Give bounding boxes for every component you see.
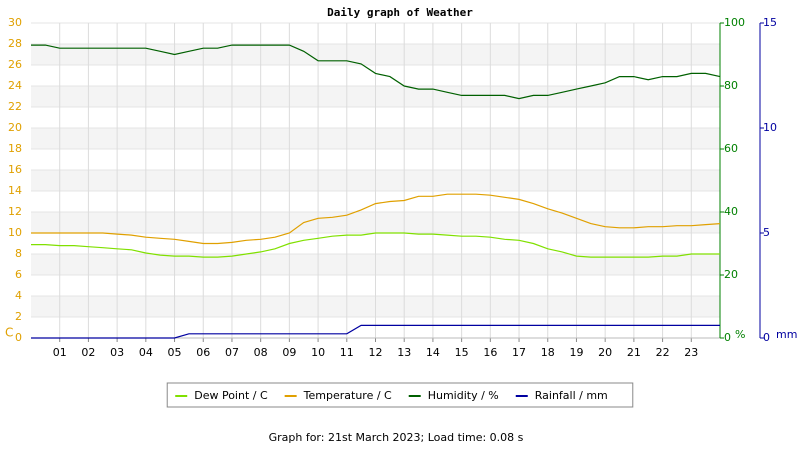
x-tick-label: 12 [369, 346, 383, 359]
x-tick-label: 18 [541, 346, 555, 359]
y-tick-label: 8 [15, 247, 22, 260]
series-line [31, 193, 721, 245]
y2-tick-label: 80 [724, 79, 738, 92]
legend: Dew Point / C Temperature / C Humidity / %… [166, 382, 634, 408]
x-tick-label: 03 [110, 346, 124, 359]
y-tick-label: 26 [8, 58, 22, 71]
y3-tick-label: 0 [763, 331, 770, 344]
x-tick-label: 21 [627, 346, 641, 359]
grid [31, 22, 720, 339]
y-tick-label: 4 [15, 289, 22, 302]
x-tick-label: 17 [512, 346, 526, 359]
y-tick-label: 12 [8, 205, 22, 218]
y3-tick-label: 10 [763, 121, 777, 134]
x-tick-label: 04 [139, 346, 153, 359]
series-line [31, 324, 720, 339]
y2-tick-label: 40 [724, 205, 738, 218]
x-tick-label: 19 [569, 346, 583, 359]
y3-axis-label: mm [776, 328, 797, 341]
x-tick-label: 07 [225, 346, 239, 359]
y-tick-label: 18 [8, 142, 22, 155]
x-tick-label: 23 [684, 346, 698, 359]
series-line [31, 232, 720, 258]
y2-axis-label: % [735, 328, 745, 341]
y-tick-label: 16 [8, 163, 22, 176]
y-tick-label: 30 [8, 16, 22, 29]
y-tick-label: 24 [8, 79, 22, 92]
x-tick-label: 06 [196, 346, 210, 359]
x-tick-label: 10 [311, 346, 325, 359]
y-tick-label: 10 [8, 226, 22, 239]
x-tick-label: 11 [340, 346, 354, 359]
chart-title: Daily graph of Weather [327, 6, 473, 19]
y-tick-label: 6 [15, 268, 22, 281]
legend-label: Rainfall / mm [535, 389, 608, 402]
legend-box [166, 382, 634, 408]
y-axis-label: C [5, 326, 13, 340]
y-tick-label: 20 [8, 121, 22, 134]
y2-tick-label: 100 [724, 16, 745, 29]
y2-tick-label: 0 [724, 331, 731, 344]
x-tick-label: 16 [483, 346, 497, 359]
y-tick-label: 14 [8, 184, 22, 197]
legend-label: Dew Point / C [194, 389, 268, 402]
footer: Graph for: 21st March 2023; Load time: 0… [269, 431, 524, 444]
y3-tick-label: 5 [763, 226, 770, 239]
x-tick-label: 14 [426, 346, 440, 359]
series-line [31, 44, 721, 100]
y-tick-label: 2 [15, 310, 22, 323]
legend-label: Humidity / % [428, 389, 499, 402]
x-tick-label: 09 [282, 346, 296, 359]
y3-tick-label: 15 [763, 16, 777, 29]
x-tick-label: 22 [656, 346, 670, 359]
y-tick-label: 28 [8, 37, 22, 50]
y-tick-label: 22 [8, 100, 22, 113]
legend-label: Temperature / C [303, 389, 392, 402]
y2-tick-label: 20 [724, 268, 738, 281]
x-tick-label: 20 [598, 346, 612, 359]
x-tick-label: 05 [168, 346, 182, 359]
x-tick-label: 15 [455, 346, 469, 359]
x-tick-label: 13 [397, 346, 411, 359]
x-tick-label: 01 [53, 346, 67, 359]
x-tick-label: 08 [254, 346, 268, 359]
x-tick-label: 02 [81, 346, 95, 359]
y2-tick-label: 60 [724, 142, 738, 155]
y-tick-label: 0 [15, 331, 22, 344]
